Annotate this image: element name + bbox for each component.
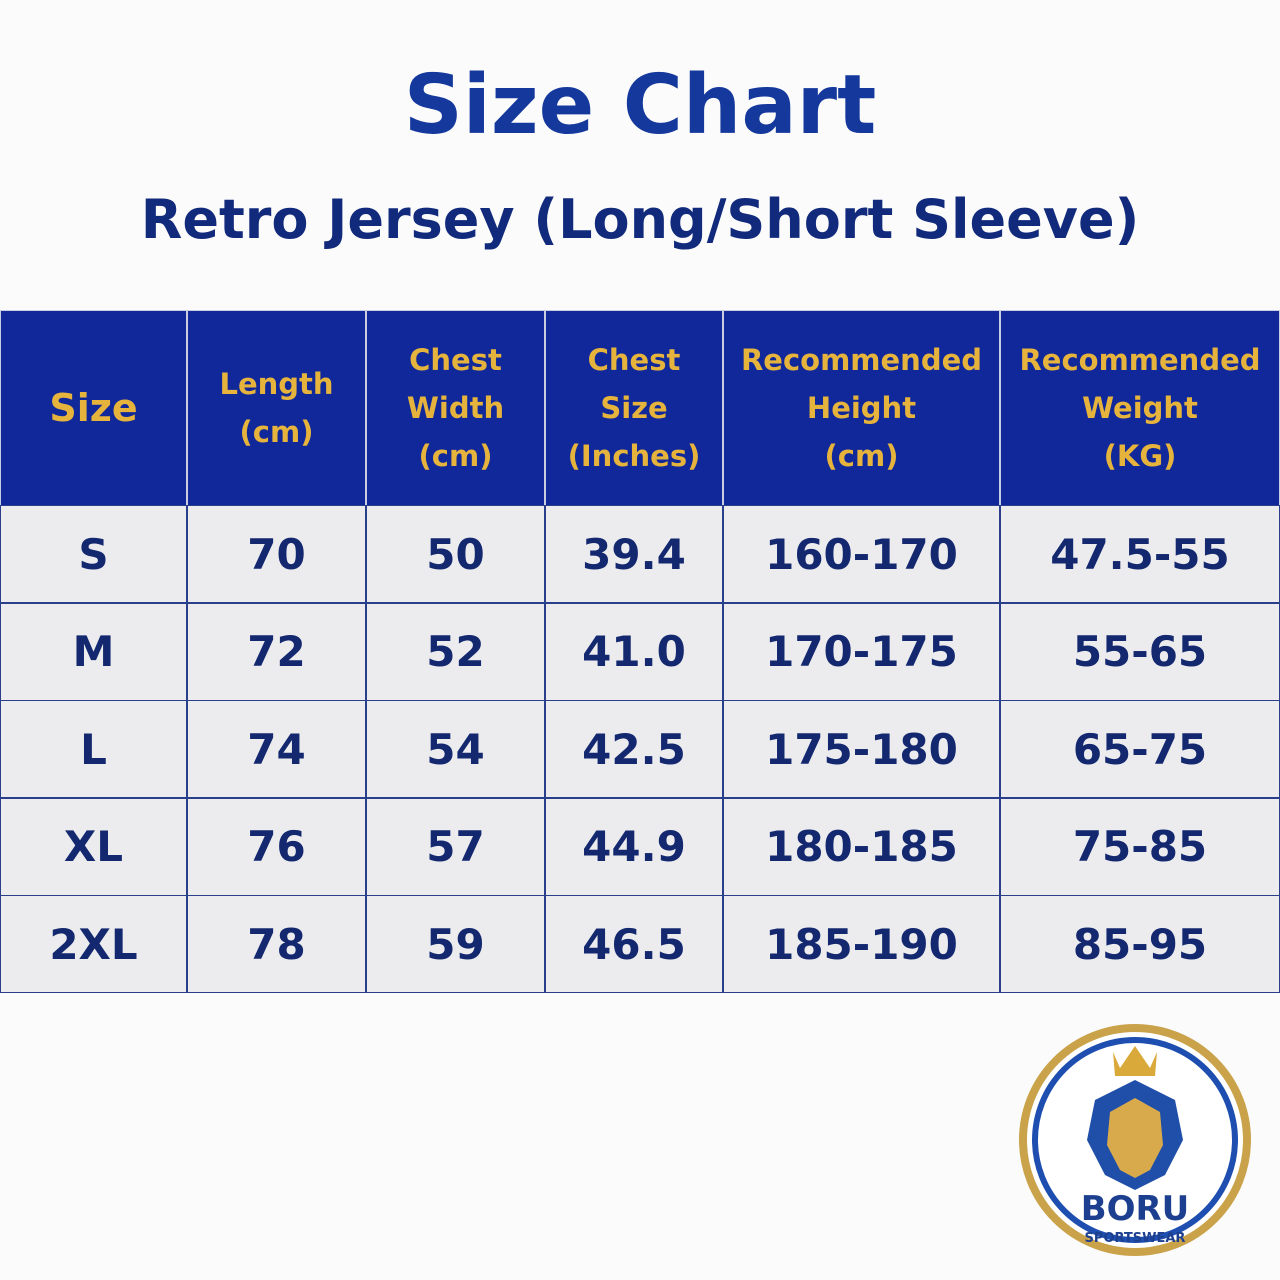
table-cell: 52 [366,602,545,701]
table-cell: 185-190 [723,895,1000,993]
header-line: Chest [409,343,502,377]
logo: BORU SPORTSWEAR [1019,1024,1251,1256]
table-cell: 54 [366,700,545,798]
header-line: (Inches) [567,439,701,473]
table-cell: 180-185 [723,797,1000,896]
logo-inner-ring [1032,1037,1238,1243]
table-cell: M [0,602,187,701]
table-cell: 175-180 [723,700,1000,798]
lion-face [1107,1098,1163,1178]
table-cell: 74 [187,700,366,798]
header-line: Chest [587,343,681,377]
table-cell: 72 [187,602,366,701]
table-cell: 44.9 [545,797,723,896]
logo-brand: BORU [1081,1189,1190,1229]
header-cell: Recommended Height (cm) [723,310,1000,506]
table-cell: 39.4 [545,505,723,603]
header-line: Height [806,391,917,425]
table-cell: 41.0 [545,602,723,701]
table-cell: 170-175 [723,602,1000,701]
table-cell: 2XL [0,895,187,993]
header-cell: Size [0,310,187,506]
crown [1113,1046,1157,1076]
header-line: (cm) [418,439,493,473]
header-cell: Recommended Weight (KG) [1000,310,1280,506]
header-line: (cm) [824,439,899,473]
header-cell: Length (cm) [187,310,366,506]
table-cell: 55-65 [1000,602,1280,701]
table-cell: S [0,505,187,603]
table-cell: 75-85 [1000,797,1280,896]
table-cell: 160-170 [723,505,1000,603]
header-line: Recommended [1019,343,1261,377]
table-cell: 50 [366,505,545,603]
header-cell: Chest Width (cm) [366,310,545,506]
table-cell: 42.5 [545,700,723,798]
table-cell: L [0,700,187,798]
table-cell: 70 [187,505,366,603]
header-line: Recommended [740,343,983,377]
table-cell: 65-75 [1000,700,1280,798]
table-cell: 57 [366,797,545,896]
table-cell: 47.5-55 [1000,505,1280,603]
table-cell: 85-95 [1000,895,1280,993]
table-cell: 76 [187,797,366,896]
table-cell: 59 [366,895,545,993]
header-line: (cm) [239,415,314,449]
logo-tagline: SPORTSWEAR [1085,1231,1186,1246]
header-line: Width [406,391,505,425]
table-cell: 46.5 [545,895,723,993]
title: Size Chart [403,58,877,153]
header-cell: Chest Size (Inches) [545,310,723,506]
header-line: Size [600,391,668,425]
header-line: Length [219,367,334,401]
table-cell: XL [0,797,187,896]
header-line: Size [49,386,138,430]
subtitle: Retro Jersey (Long/Short Sleeve) [140,188,1140,251]
header-line: (KG) [1103,439,1177,473]
header-line: Weight [1082,391,1198,425]
table-cell: 78 [187,895,366,993]
